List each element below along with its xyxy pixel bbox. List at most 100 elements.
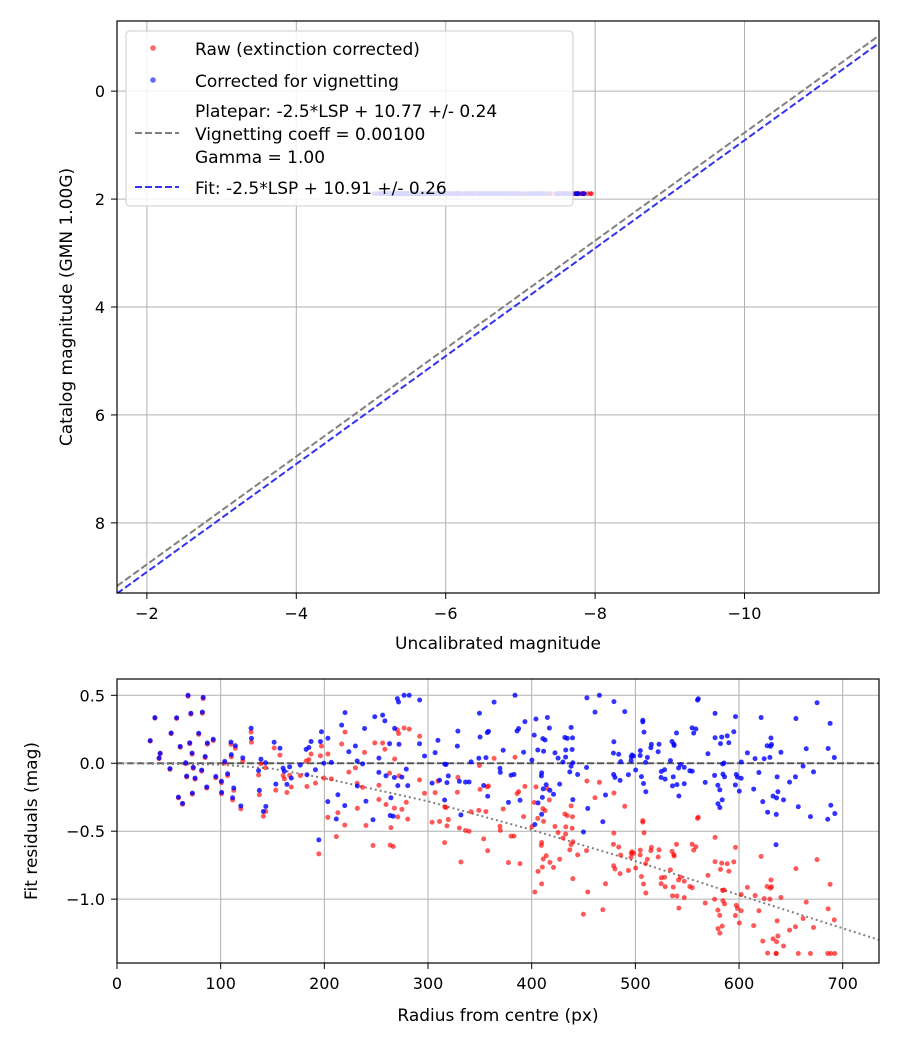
corrected-residual-point — [248, 725, 254, 731]
corrected-residual-point — [147, 738, 153, 744]
raw-residual-point — [540, 856, 546, 862]
top-ytick-label: 2 — [95, 190, 105, 209]
bottom-ytick-label: 0.5 — [80, 686, 105, 705]
corrected-residual-point — [767, 743, 773, 749]
raw-residual-point — [535, 868, 541, 874]
raw-residual-point — [328, 776, 334, 782]
raw-residual-point — [633, 865, 639, 871]
corrected-residual-point — [185, 692, 191, 698]
corrected-residual-point — [505, 799, 511, 805]
bottom-xlabel: Radius from centre (px) — [397, 1006, 598, 1026]
corrected-residual-point — [669, 739, 675, 745]
corrected-residual-point — [768, 735, 774, 741]
corrected-residual-point — [625, 772, 631, 778]
raw-residual-point — [681, 878, 687, 884]
raw-residual-point — [312, 780, 318, 786]
raw-residual-point — [256, 792, 262, 798]
corrected-residual-point — [260, 809, 266, 815]
corrected-residual-point — [611, 739, 617, 745]
corrected-residual-point — [177, 743, 183, 749]
raw-residual-point — [555, 830, 561, 836]
corrected-residual-point — [539, 770, 545, 776]
corrected-residual-point — [733, 771, 739, 777]
corrected-residual-point — [192, 775, 198, 781]
raw-residual-point — [391, 805, 397, 811]
raw-residual-point — [793, 866, 799, 872]
raw-residual-point — [539, 864, 545, 870]
raw-residual-point — [567, 847, 573, 853]
corrected-residual-point — [238, 803, 244, 809]
corrected-residual-point — [667, 758, 673, 764]
corrected-residual-point — [719, 797, 725, 803]
raw-residual-point — [803, 899, 809, 905]
raw-residual-point — [603, 881, 609, 887]
corrected-residual-point — [390, 813, 396, 819]
corrected-residual-point — [346, 749, 352, 755]
raw-residual-point — [596, 779, 602, 785]
raw-residual-point — [258, 761, 264, 767]
corrected-residual-point — [284, 781, 290, 787]
raw-residual-point — [715, 907, 721, 913]
corrected-residual-point — [770, 793, 776, 799]
corrected-residual-point — [354, 758, 360, 764]
corrected-residual-point — [228, 752, 234, 758]
raw-residual-point — [800, 915, 806, 921]
raw-residual-point — [792, 924, 798, 930]
corrected-residual-point — [387, 741, 393, 747]
raw-residual-point — [611, 863, 617, 869]
corrected-residual-point — [485, 793, 491, 799]
raw-residual-point — [403, 799, 409, 805]
corrected-residual-point — [271, 739, 277, 745]
raw-residual-point — [731, 859, 737, 865]
raw-residual-point — [712, 834, 718, 840]
corrected-residual-point — [628, 758, 634, 764]
corrected-residual-point — [196, 730, 202, 736]
raw-residual-point — [541, 818, 547, 824]
corrected-residual-point — [693, 726, 699, 732]
corrected-residual-point — [736, 788, 742, 794]
raw-residual-point — [724, 861, 730, 867]
raw-residual-point — [390, 843, 396, 849]
raw-residual-point — [761, 896, 767, 902]
corrected-residual-point — [535, 800, 541, 806]
legend-raw-marker — [150, 45, 156, 51]
corrected-residual-point — [552, 750, 558, 756]
corrected-residual-point — [228, 739, 234, 745]
corrected-residual-point — [202, 754, 208, 760]
raw-residual-point — [417, 777, 423, 783]
raw-residual-point — [575, 852, 581, 858]
raw-residual-point — [485, 783, 491, 789]
raw-residual-point — [284, 789, 290, 795]
corrected-residual-point — [363, 798, 369, 804]
corrected-residual-point — [712, 772, 718, 778]
corrected-residual-point — [399, 774, 405, 780]
corrected-residual-point — [512, 692, 518, 698]
corrected-residual-point — [491, 699, 497, 705]
raw-residual-point — [468, 809, 474, 815]
raw-residual-point — [717, 912, 723, 918]
corrected-residual-point — [811, 769, 817, 775]
raw-residual-point — [458, 859, 464, 865]
raw-residual-point — [610, 841, 616, 847]
raw-point — [589, 191, 594, 197]
corrected-residual-point — [456, 778, 462, 784]
corrected-residual-point — [325, 799, 331, 805]
raw-residual-point — [363, 822, 369, 828]
corrected-residual-point — [174, 715, 180, 721]
corrected-residual-point — [687, 768, 693, 774]
raw-residual-point — [720, 898, 726, 904]
corrected-residual-point — [557, 781, 563, 787]
raw-residual-point — [248, 729, 254, 735]
raw-residual-point — [335, 810, 341, 816]
corrected-residual-point — [643, 759, 649, 765]
top-xtick-label: −2 — [135, 604, 159, 623]
raw-residual-point — [445, 817, 451, 823]
raw-residual-point — [521, 814, 527, 820]
corrected-residual-point — [190, 764, 196, 770]
raw-residual-point — [372, 740, 378, 746]
legend-fit-label: Fit: -2.5*LSP + 10.91 +/- 0.26 — [195, 179, 447, 199]
corrected-residual-point — [306, 744, 312, 750]
raw-residual-point — [454, 789, 460, 795]
